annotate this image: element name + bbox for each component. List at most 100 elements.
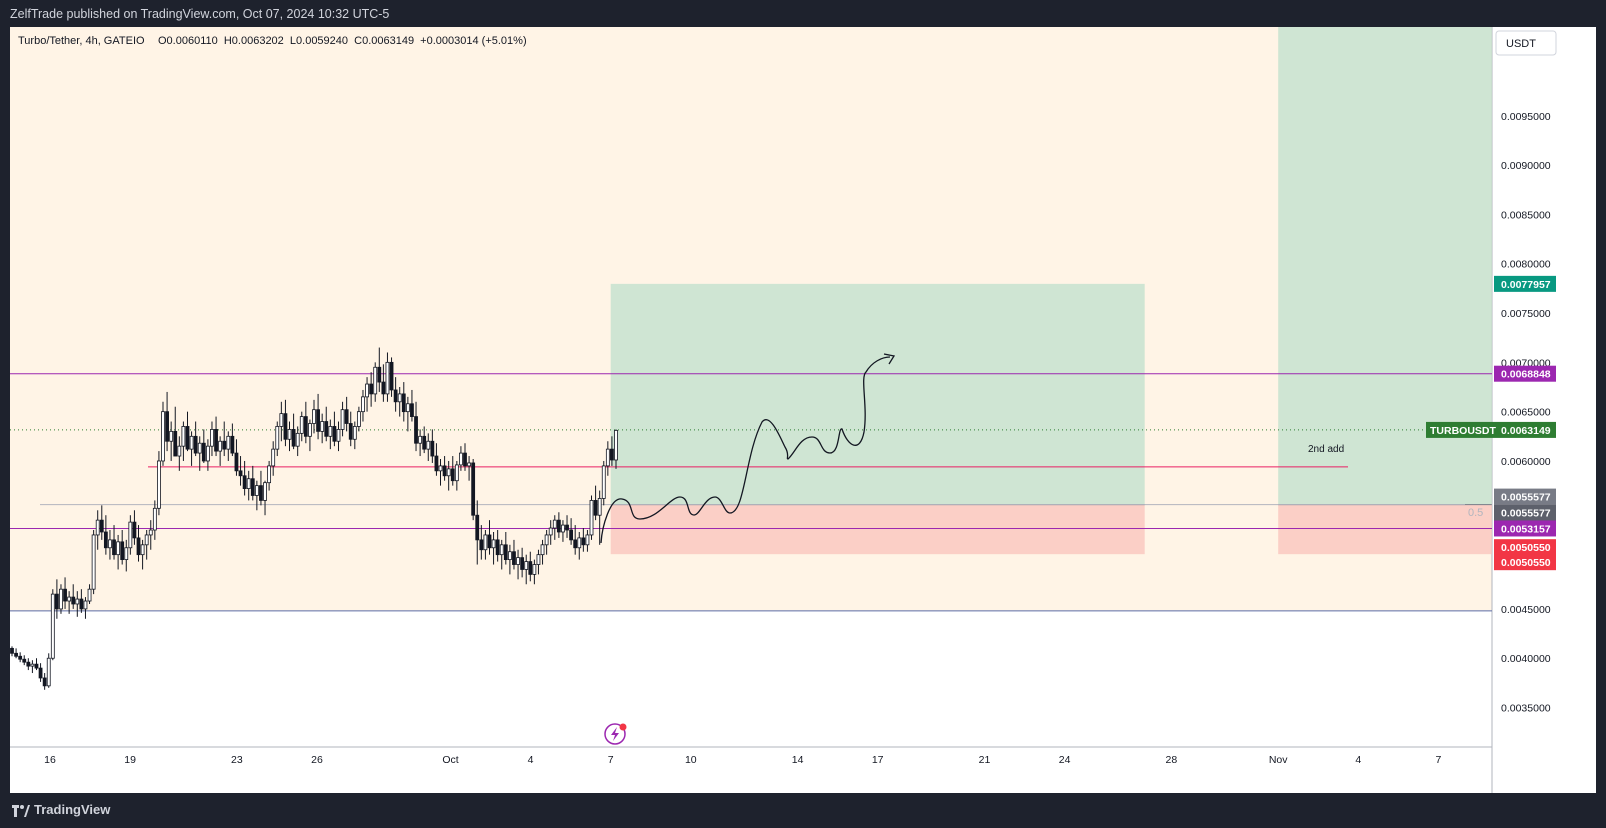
candle — [250, 465, 255, 501]
candle-body — [279, 413, 284, 427]
time-tick-label: Nov — [1269, 754, 1288, 766]
candle — [430, 429, 435, 463]
candle — [46, 653, 51, 688]
candle — [581, 528, 586, 552]
candle-body — [140, 544, 145, 556]
candle-body — [238, 470, 243, 477]
candle-body — [316, 409, 320, 432]
candle-body — [361, 396, 365, 413]
candle — [446, 460, 451, 491]
candle — [275, 421, 280, 457]
candle-body — [369, 383, 374, 395]
candle-body — [67, 596, 72, 602]
candle — [340, 401, 345, 437]
stop-zone-2 — [1278, 504, 1492, 555]
candle-body — [446, 468, 451, 477]
candle-body — [467, 462, 471, 467]
candle — [328, 419, 333, 450]
candle — [267, 460, 272, 491]
price-badge-bg — [1494, 488, 1556, 505]
candle — [210, 421, 214, 457]
candle — [83, 597, 88, 619]
candle — [42, 673, 47, 690]
candle — [234, 439, 239, 476]
candle-body — [405, 403, 410, 413]
candle-body — [450, 468, 455, 482]
candle-body — [377, 366, 382, 383]
candle — [536, 549, 541, 575]
candle — [614, 429, 618, 469]
candle-body — [426, 440, 431, 450]
candle — [124, 539, 129, 572]
candle — [218, 436, 223, 466]
candle — [75, 591, 80, 617]
candle — [279, 401, 284, 442]
target-zone-1 — [610, 283, 1145, 505]
candle-body — [593, 500, 598, 516]
candle-body — [356, 411, 361, 427]
candle — [230, 423, 235, 457]
price-chart[interactable]: 0.00350000.00400000.00450000.00500000.00… — [10, 27, 1596, 793]
candle-body — [373, 366, 378, 395]
candle-body — [161, 411, 165, 462]
candle — [271, 441, 276, 476]
candle — [324, 406, 329, 442]
price-badge-value: 0.0068848 — [1501, 369, 1551, 381]
time-tick-label: 28 — [1166, 754, 1178, 766]
candle-body — [389, 361, 394, 391]
candle-body — [185, 426, 190, 450]
candle — [499, 539, 504, 570]
currency-button-label[interactable]: USDT — [1506, 38, 1536, 50]
candle — [254, 480, 259, 511]
price-badge: 0.0077957 — [1494, 275, 1556, 292]
candle — [99, 505, 104, 540]
tradingview-logo[interactable]: TradingView — [12, 802, 110, 817]
candle — [503, 531, 508, 565]
currency-button[interactable]: USDT — [1495, 30, 1557, 56]
projection-path — [600, 356, 891, 544]
chart-frame[interactable]: 0.00350000.00400000.00450000.00500000.00… — [10, 27, 1596, 793]
candle-body — [173, 430, 178, 457]
price-badge-bg — [1494, 365, 1556, 382]
candle-body — [548, 527, 553, 536]
lightning-icon[interactable] — [604, 723, 627, 745]
candle-body — [177, 445, 182, 457]
candle — [610, 436, 614, 466]
candle-body — [336, 429, 341, 442]
candle — [561, 520, 565, 542]
candle — [524, 554, 529, 585]
candle — [414, 401, 418, 452]
price-badge-bg — [1494, 504, 1556, 521]
candle-body — [22, 658, 27, 663]
time-axis-ticks: 16 19 23 26 Oct 4 7 10 14 17 21 24 28 Nov 4 7 — [44, 754, 1441, 766]
candle-body — [597, 498, 602, 516]
candle — [161, 401, 165, 466]
candle — [593, 485, 598, 521]
candle — [450, 456, 455, 486]
candle — [140, 539, 145, 570]
candle — [18, 652, 23, 663]
price-badge: 0.0050550 — [1494, 554, 1556, 571]
time-tick-label: 4 — [1355, 754, 1361, 766]
candle — [136, 525, 141, 562]
candle — [38, 663, 43, 682]
price-tick-label: 0.0065000 — [1501, 407, 1551, 419]
candle — [528, 551, 533, 582]
price-badge: 0.0063149 TURBOUSDT — [1426, 421, 1556, 438]
candle-body — [14, 652, 18, 657]
candle-body — [605, 448, 610, 467]
candle-body — [259, 485, 263, 501]
candle-body — [479, 539, 484, 551]
candle — [361, 389, 365, 422]
candle-body — [532, 564, 537, 575]
candle — [238, 456, 243, 486]
candle — [263, 480, 267, 516]
candle-body — [495, 539, 500, 556]
candle-body — [340, 409, 345, 430]
candle — [397, 387, 402, 417]
price-badge-value: 0.0077957 — [1501, 279, 1551, 291]
candle-body — [410, 403, 414, 417]
candle-body — [328, 426, 333, 437]
candle — [34, 658, 39, 671]
candle — [193, 421, 198, 457]
